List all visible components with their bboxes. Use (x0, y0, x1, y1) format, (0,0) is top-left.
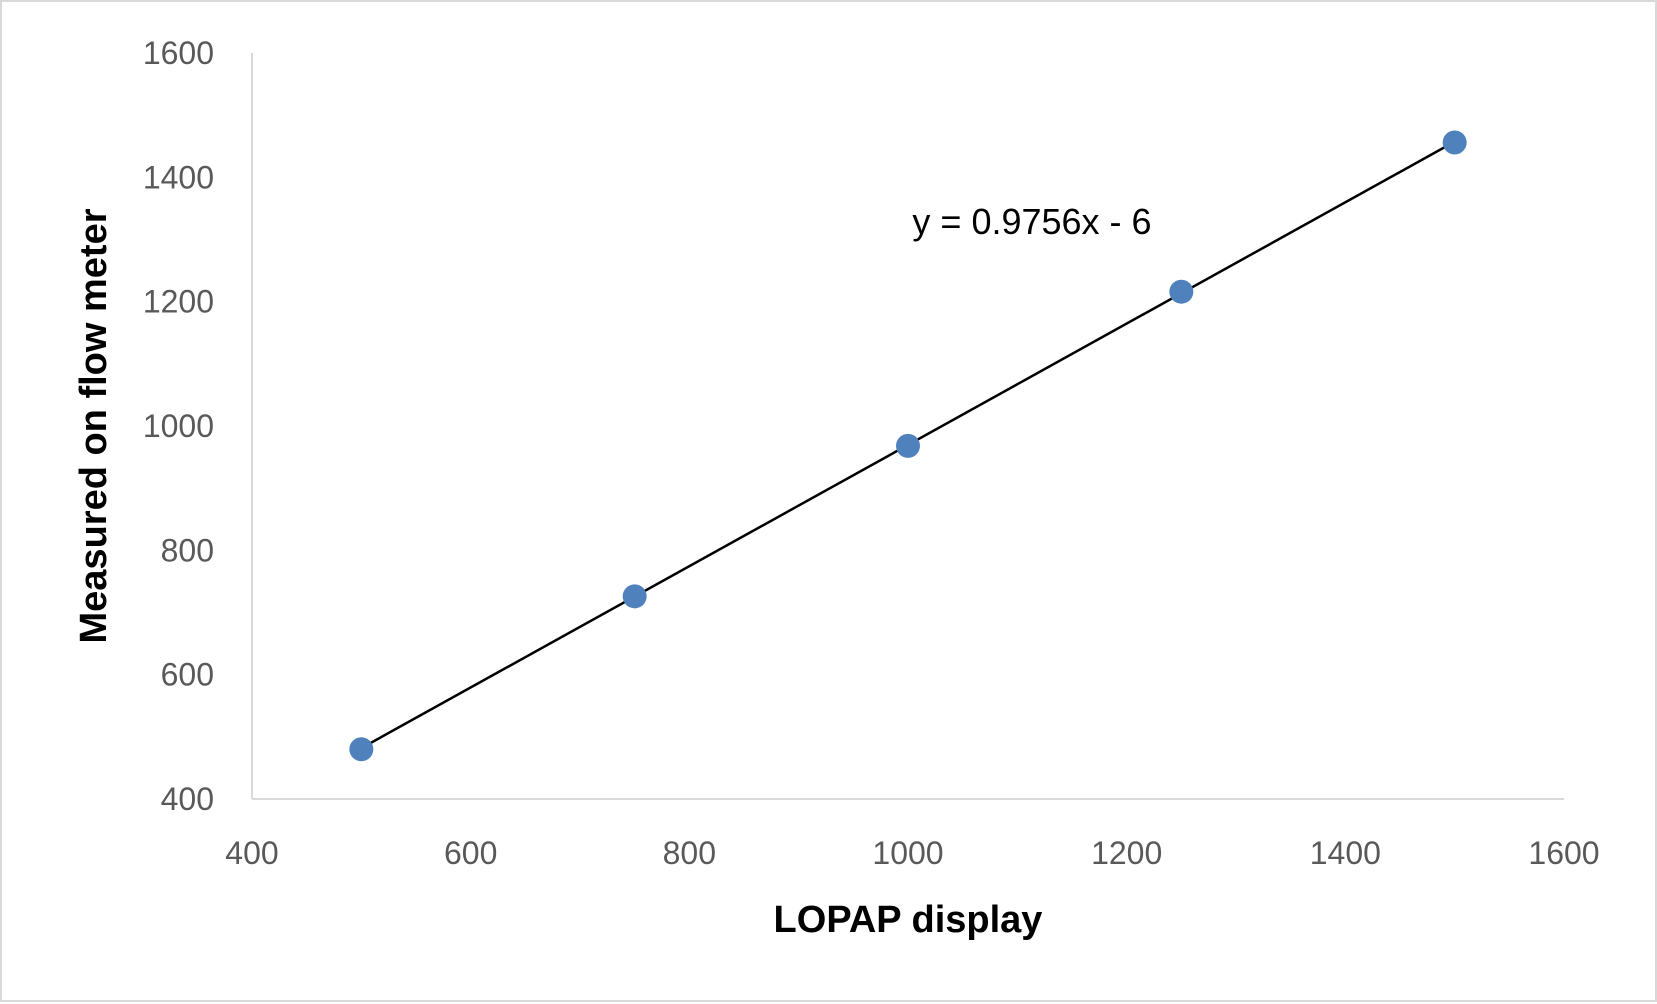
data-point (1442, 130, 1467, 155)
x-tick-label: 800 (663, 835, 716, 871)
y-tick-labels: 400 600 800 1000 1200 1400 1600 (143, 35, 214, 817)
data-point (622, 584, 647, 609)
y-tick-label: 1200 (143, 284, 214, 320)
data-point (896, 433, 920, 458)
x-tick-labels: 400 600 800 1000 1200 1400 1600 (225, 835, 1599, 871)
x-tick-label: 1000 (872, 835, 943, 871)
x-tick-label: 600 (444, 835, 497, 871)
y-tick-label: 800 (161, 532, 214, 568)
axes (251, 53, 1564, 800)
x-tick-label: 1200 (1091, 835, 1162, 871)
data-point (1169, 279, 1194, 304)
y-tick-label: 1600 (143, 35, 214, 71)
y-tick-label: 600 (161, 657, 214, 693)
x-tick-label: 1600 (1528, 835, 1599, 871)
y-axis-title: Measured on flow meter (73, 208, 115, 643)
y-tick-label: 1400 (143, 159, 214, 195)
x-axis-title: LOPAP display (774, 899, 1043, 941)
y-tick-label: 1000 (143, 408, 214, 444)
data-point (349, 737, 374, 762)
x-tick-label: 400 (225, 835, 278, 871)
trendline-equation: y = 0.9756x - 6 (912, 201, 1151, 242)
x-tick-label: 1400 (1310, 835, 1381, 871)
y-tick-label: 400 (161, 781, 214, 817)
data-points (349, 130, 1467, 762)
